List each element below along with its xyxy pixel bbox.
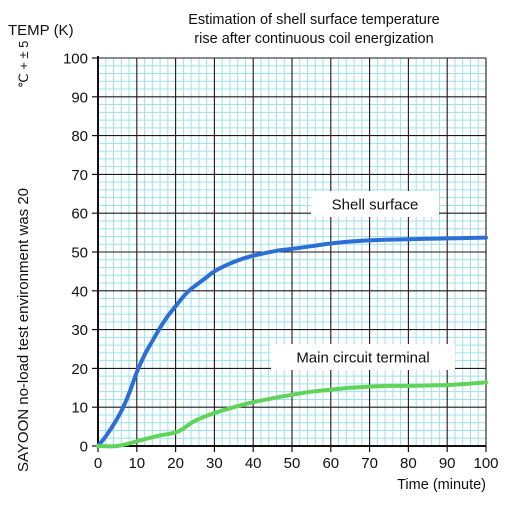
y-tick-label: 60 bbox=[71, 206, 88, 223]
y-axis-label: TEMP (K) bbox=[8, 22, 74, 39]
x-tick-label: 10 bbox=[128, 455, 145, 472]
y-tick-label: 10 bbox=[71, 400, 88, 417]
chart-labels: 0 10 20 30 40 50 60 70 80 90 100 0 10 20 30 40 50 60 70 80 9… bbox=[63, 51, 499, 473]
y-tick-label: 0 bbox=[80, 439, 88, 456]
x-tick-label: 80 bbox=[400, 455, 417, 472]
side-note-main: SAYOON no-load test environment was 20 bbox=[15, 188, 32, 472]
chart-series bbox=[96, 235, 488, 449]
y-tick-label: 40 bbox=[71, 283, 88, 300]
x-tick-label: 30 bbox=[206, 455, 223, 472]
x-tick-label: 60 bbox=[322, 455, 339, 472]
y-tick-label: 100 bbox=[63, 51, 88, 68]
x-tick-label: 50 bbox=[284, 455, 301, 472]
series-line-shell-surface bbox=[96, 235, 488, 448]
x-tick-label: 70 bbox=[361, 455, 378, 472]
chart-grid bbox=[97, 57, 487, 447]
x-tick-label: 20 bbox=[167, 455, 184, 472]
series-label-background bbox=[271, 344, 455, 370]
series-label-main-circuit-terminal: Main circuit terminal bbox=[296, 350, 429, 367]
x-tick-label: 0 bbox=[94, 455, 102, 472]
chart-title-line2: rise after continuous coil energization bbox=[194, 31, 433, 47]
chart-title-line1: Estimation of shell surface temperature bbox=[188, 12, 439, 28]
x-tick-label: 40 bbox=[245, 455, 262, 472]
x-tick-label: 90 bbox=[439, 455, 456, 472]
x-axis-label: Time (minute) bbox=[397, 477, 486, 493]
y-tick-label: 30 bbox=[71, 322, 88, 339]
x-tick-label: 100 bbox=[473, 455, 498, 472]
series-label-background bbox=[311, 191, 439, 217]
y-tick-label: 80 bbox=[71, 128, 88, 145]
series-line-main-circuit-terminal bbox=[96, 380, 488, 449]
y-tick-label: 20 bbox=[71, 361, 88, 378]
y-tick-label: 50 bbox=[71, 245, 88, 262]
side-note-unit: ℃ + ± 5 bbox=[16, 41, 31, 88]
chart-axes bbox=[92, 56, 487, 452]
y-tick-label: 90 bbox=[71, 89, 88, 106]
series-label-shell-surface: Shell surface bbox=[332, 197, 419, 214]
y-tick-label: 70 bbox=[71, 167, 88, 184]
